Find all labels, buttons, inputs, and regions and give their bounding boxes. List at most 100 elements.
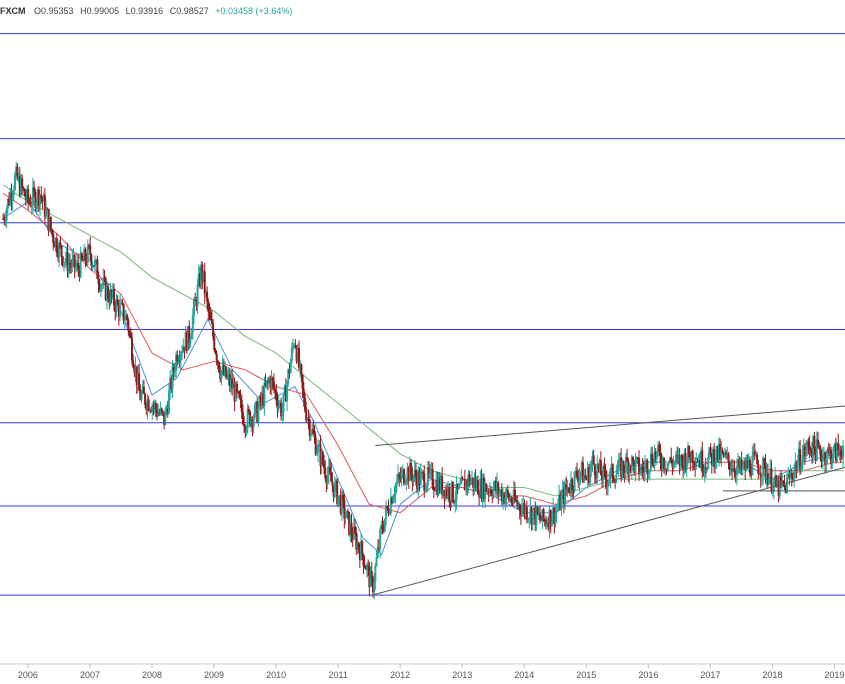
candle-body [473,478,476,488]
candle-body [691,450,694,464]
candle-body [288,369,291,374]
candle-body [41,197,44,202]
candle-body [579,471,582,476]
candle-body [195,299,198,307]
candle-body [690,450,693,462]
candle-body [678,455,681,467]
candle-body [556,507,559,510]
candle-body [55,238,58,253]
candle-body [596,463,599,479]
candle-body [123,319,126,321]
candle-body [635,457,638,460]
candle-body [741,465,744,471]
candle-body [815,439,818,461]
x-tick-label: 2019 [824,670,844,680]
candle-body [147,399,150,411]
candle-body [547,522,550,529]
candle-body [19,178,22,196]
candle-body [743,461,746,466]
candle-body [468,474,471,485]
candle-body [758,473,761,475]
candle-body [573,471,576,491]
candle-body [531,512,534,525]
candle-body [239,397,242,400]
candle-body [233,383,236,402]
candle-body [408,462,411,481]
candle-body [524,507,527,514]
candle-body [104,278,107,301]
candle-body [190,332,193,339]
candle-body [444,488,447,500]
candle-body [826,449,829,459]
candle-body [411,474,414,482]
candle-body [247,409,250,412]
candle-body [453,501,456,503]
candle-body [618,457,621,460]
candle-body [387,508,390,514]
candle-body [25,189,28,200]
candle-body [111,289,114,297]
candle-body [17,176,20,180]
candle-body [68,263,71,265]
candle-body [649,453,652,470]
candle-body [450,481,453,502]
candle-body [805,449,808,456]
candle-body [800,467,803,470]
candle-body [572,489,575,491]
candle-body [607,481,610,487]
candle-body [646,460,649,475]
candle-body [731,468,734,472]
candle-body [527,519,530,521]
candle-body [252,417,255,427]
candle-body [436,479,439,495]
candle-body [769,468,772,479]
candle-body [369,570,372,588]
candle-body [92,265,95,267]
candle-body [654,451,657,459]
candle-body [371,578,374,593]
candle-body [439,475,442,491]
candle-body [354,526,357,534]
candle-body [18,176,21,196]
candle-body [612,479,615,481]
candle-body [265,380,268,386]
candle-body [237,391,240,393]
candle-body [209,313,212,321]
candle-body [460,477,463,485]
candle-body [296,347,299,362]
candle-body [624,457,627,473]
candle-body [479,478,482,498]
candle-body [141,386,144,394]
candle-body [257,407,260,423]
candle-body [541,509,544,522]
candle-body [698,460,701,468]
candle-body [34,191,37,208]
candle-body [760,475,763,478]
candle-body [340,494,343,514]
candle-body [178,360,181,362]
candle-body [136,373,139,386]
x-tick-label: 2006 [18,670,38,680]
candle-body [485,483,488,493]
candle-body [197,273,200,285]
candle-body [812,436,815,458]
candle-body [426,467,429,486]
candle-body [59,242,62,246]
candle-body [145,404,148,410]
candle-body [36,189,39,203]
candle-body [325,477,328,484]
candle-body [441,475,444,495]
x-tick-label: 2016 [638,670,658,680]
candle-body [182,346,185,353]
candle-body [658,444,661,452]
candle-body [46,208,49,210]
candle-body [478,494,481,498]
candle-body [673,461,676,463]
candle-body [277,404,280,409]
candle-body [240,399,243,412]
candle-body [549,509,552,527]
symbol-label[interactable]: FXCM [0,6,26,16]
candle-body [665,468,668,471]
candle-body [295,347,298,362]
candle-body [307,419,310,421]
